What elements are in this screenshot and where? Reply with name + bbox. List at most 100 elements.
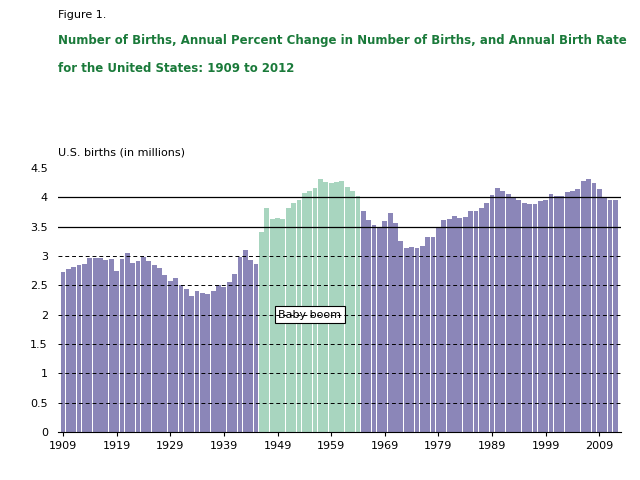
Bar xyxy=(157,268,162,432)
Bar xyxy=(88,258,92,432)
Bar xyxy=(361,211,365,432)
Bar xyxy=(302,193,307,432)
Bar xyxy=(200,293,205,432)
Text: U.S. births (in millions): U.S. births (in millions) xyxy=(58,147,184,157)
Bar xyxy=(104,260,108,432)
Bar xyxy=(372,226,376,432)
Bar xyxy=(452,216,457,432)
Bar xyxy=(548,194,554,432)
Bar xyxy=(532,204,538,432)
Bar xyxy=(591,183,596,432)
Bar xyxy=(339,181,344,432)
Bar xyxy=(120,259,124,432)
Bar xyxy=(581,181,586,432)
Bar xyxy=(280,219,285,432)
Bar xyxy=(136,261,140,432)
Bar xyxy=(216,285,221,432)
Bar xyxy=(264,208,269,432)
Text: Number of Births, Annual Percent Change in Number of Births, and Annual Birth Ra: Number of Births, Annual Percent Change … xyxy=(58,34,627,47)
Bar xyxy=(404,248,409,432)
Bar xyxy=(431,237,435,432)
Bar xyxy=(221,287,227,432)
Bar xyxy=(597,189,602,432)
Bar xyxy=(527,204,532,432)
Bar xyxy=(163,276,167,432)
Bar xyxy=(350,192,355,432)
Bar xyxy=(77,265,81,432)
Bar xyxy=(458,218,462,432)
Bar xyxy=(71,267,76,432)
Bar xyxy=(607,200,612,432)
Bar xyxy=(61,273,65,432)
Bar xyxy=(211,290,216,432)
Bar xyxy=(356,195,360,432)
Bar xyxy=(409,247,414,432)
Bar xyxy=(243,250,248,432)
Bar xyxy=(259,232,264,432)
Bar xyxy=(93,258,97,432)
Bar xyxy=(613,200,618,432)
Bar xyxy=(237,257,243,432)
Bar xyxy=(415,248,419,432)
Bar xyxy=(559,196,564,432)
Bar xyxy=(522,203,527,432)
Bar xyxy=(468,211,473,432)
Text: Baby boom: Baby boom xyxy=(278,310,341,320)
Bar xyxy=(420,246,425,432)
Bar xyxy=(538,201,543,432)
Bar xyxy=(484,203,489,432)
Bar xyxy=(334,182,339,432)
Bar xyxy=(377,227,382,432)
Bar xyxy=(184,289,189,432)
Bar xyxy=(291,203,296,432)
Bar xyxy=(168,281,173,432)
Bar xyxy=(564,192,570,432)
Bar xyxy=(426,237,430,432)
Bar xyxy=(586,179,591,432)
Bar xyxy=(516,200,522,432)
Bar xyxy=(173,278,178,432)
Bar xyxy=(253,264,259,432)
Bar xyxy=(269,219,275,432)
Bar xyxy=(205,294,210,432)
Bar xyxy=(366,220,371,432)
Bar xyxy=(490,195,495,432)
Bar xyxy=(98,258,103,432)
Bar xyxy=(479,208,484,432)
Bar xyxy=(195,291,200,432)
Bar xyxy=(511,197,516,432)
Text: for the United States: 1909 to 2012: for the United States: 1909 to 2012 xyxy=(58,62,294,75)
Bar xyxy=(436,227,441,432)
Bar xyxy=(323,182,328,432)
Bar xyxy=(495,188,500,432)
Bar xyxy=(393,223,398,432)
Bar xyxy=(313,188,317,432)
Bar xyxy=(506,194,511,432)
Bar xyxy=(543,200,548,432)
Bar xyxy=(66,269,71,432)
Bar xyxy=(345,187,349,432)
Bar xyxy=(248,260,253,432)
Bar xyxy=(474,211,478,432)
Bar xyxy=(399,241,403,432)
Bar xyxy=(286,208,291,432)
Bar xyxy=(329,183,333,432)
Bar xyxy=(447,219,452,432)
Bar xyxy=(388,213,392,432)
Bar xyxy=(318,179,323,432)
Bar xyxy=(114,271,119,432)
Bar xyxy=(141,257,146,432)
Bar xyxy=(131,263,135,432)
Bar xyxy=(232,274,237,432)
Bar xyxy=(570,191,575,432)
Bar xyxy=(296,200,301,432)
Bar xyxy=(275,218,280,432)
Bar xyxy=(82,264,87,432)
Bar xyxy=(125,253,130,432)
Bar xyxy=(463,216,468,432)
Bar xyxy=(554,195,559,432)
Bar xyxy=(227,282,232,432)
Bar xyxy=(382,221,387,432)
Text: Figure 1.: Figure 1. xyxy=(58,10,106,20)
Bar xyxy=(109,259,114,432)
